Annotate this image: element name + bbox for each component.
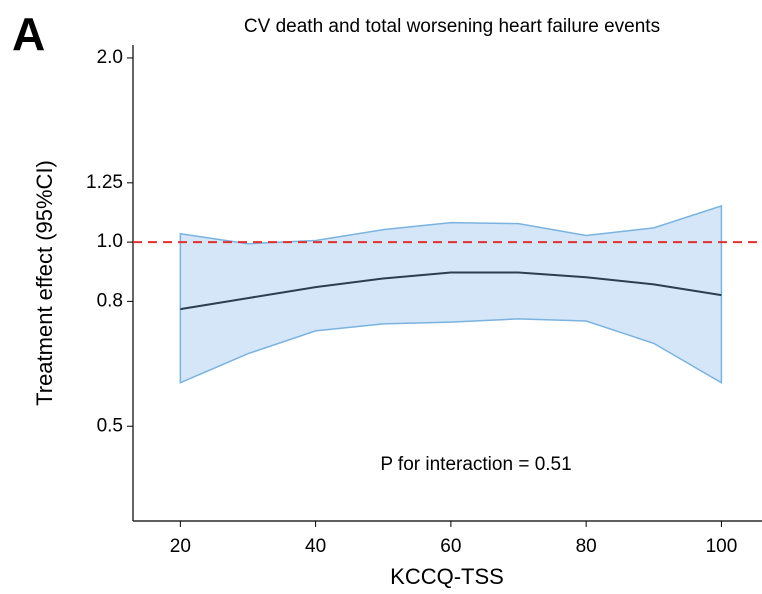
x-axis-label: KCCQ-TSS	[390, 564, 504, 589]
y-tick-label: 0.8	[97, 290, 123, 311]
y-axis-label: Treatment effect (95%CI)	[32, 160, 57, 406]
chart-title: CV death and total worsening heart failu…	[244, 16, 660, 37]
x-tick-label: 80	[576, 536, 597, 557]
panel-label: A	[12, 8, 45, 60]
y-tick-label: 1.0	[97, 231, 123, 252]
y-tick-label: 2.0	[97, 47, 123, 68]
y-tick-label: 1.25	[86, 172, 123, 193]
estimate-line	[180, 271, 722, 311]
annotation: P for interaction = 0.51	[380, 454, 571, 475]
x-tick-label: 100	[706, 536, 738, 557]
x-tick-label: 60	[440, 536, 461, 557]
x-tick-label: 20	[170, 536, 191, 557]
y-tick-label: 0.5	[97, 415, 123, 436]
ci-band	[179, 204, 723, 385]
x-tick-label: 40	[305, 536, 326, 557]
